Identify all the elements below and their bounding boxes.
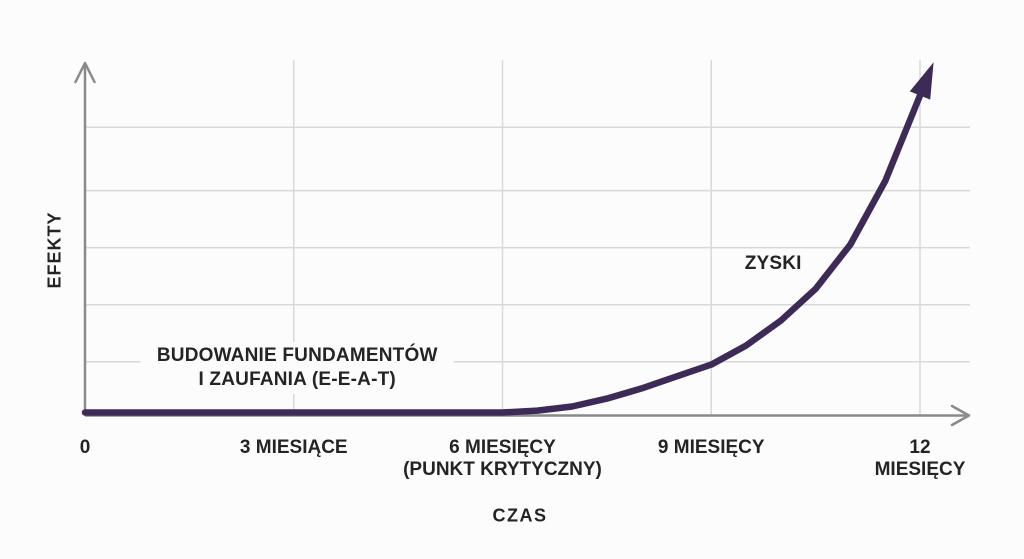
x-tick-label-6m: 6 MIESIĘCY (PUNKT KRYTYCZNY): [403, 437, 602, 480]
y-axis-title: EFEKTY: [44, 211, 65, 289]
x-tick-label-12m: 12 MIESIĘCY: [874, 437, 966, 480]
y-axis-arrowhead-icon: [74, 61, 96, 84]
annotation-series-label: ZYSKI: [744, 252, 802, 274]
curve-arrowhead-icon: [909, 62, 934, 100]
x-tick-label-0m: 0: [79, 437, 91, 458]
x-tick-label-9m: 9 MIESIĘCY: [657, 437, 765, 458]
growth-curve: [81, 92, 924, 416]
annotation-foundation-note: BUDOWANIE FUNDAMENTÓW I ZAUFANIA (E-E-A-…: [140, 342, 454, 395]
x-axis-title: CZAS: [492, 505, 548, 526]
x-axis-arrowhead-icon: [950, 404, 971, 427]
x-tick-label-3m: 3 MIESIĄCE: [239, 437, 348, 458]
